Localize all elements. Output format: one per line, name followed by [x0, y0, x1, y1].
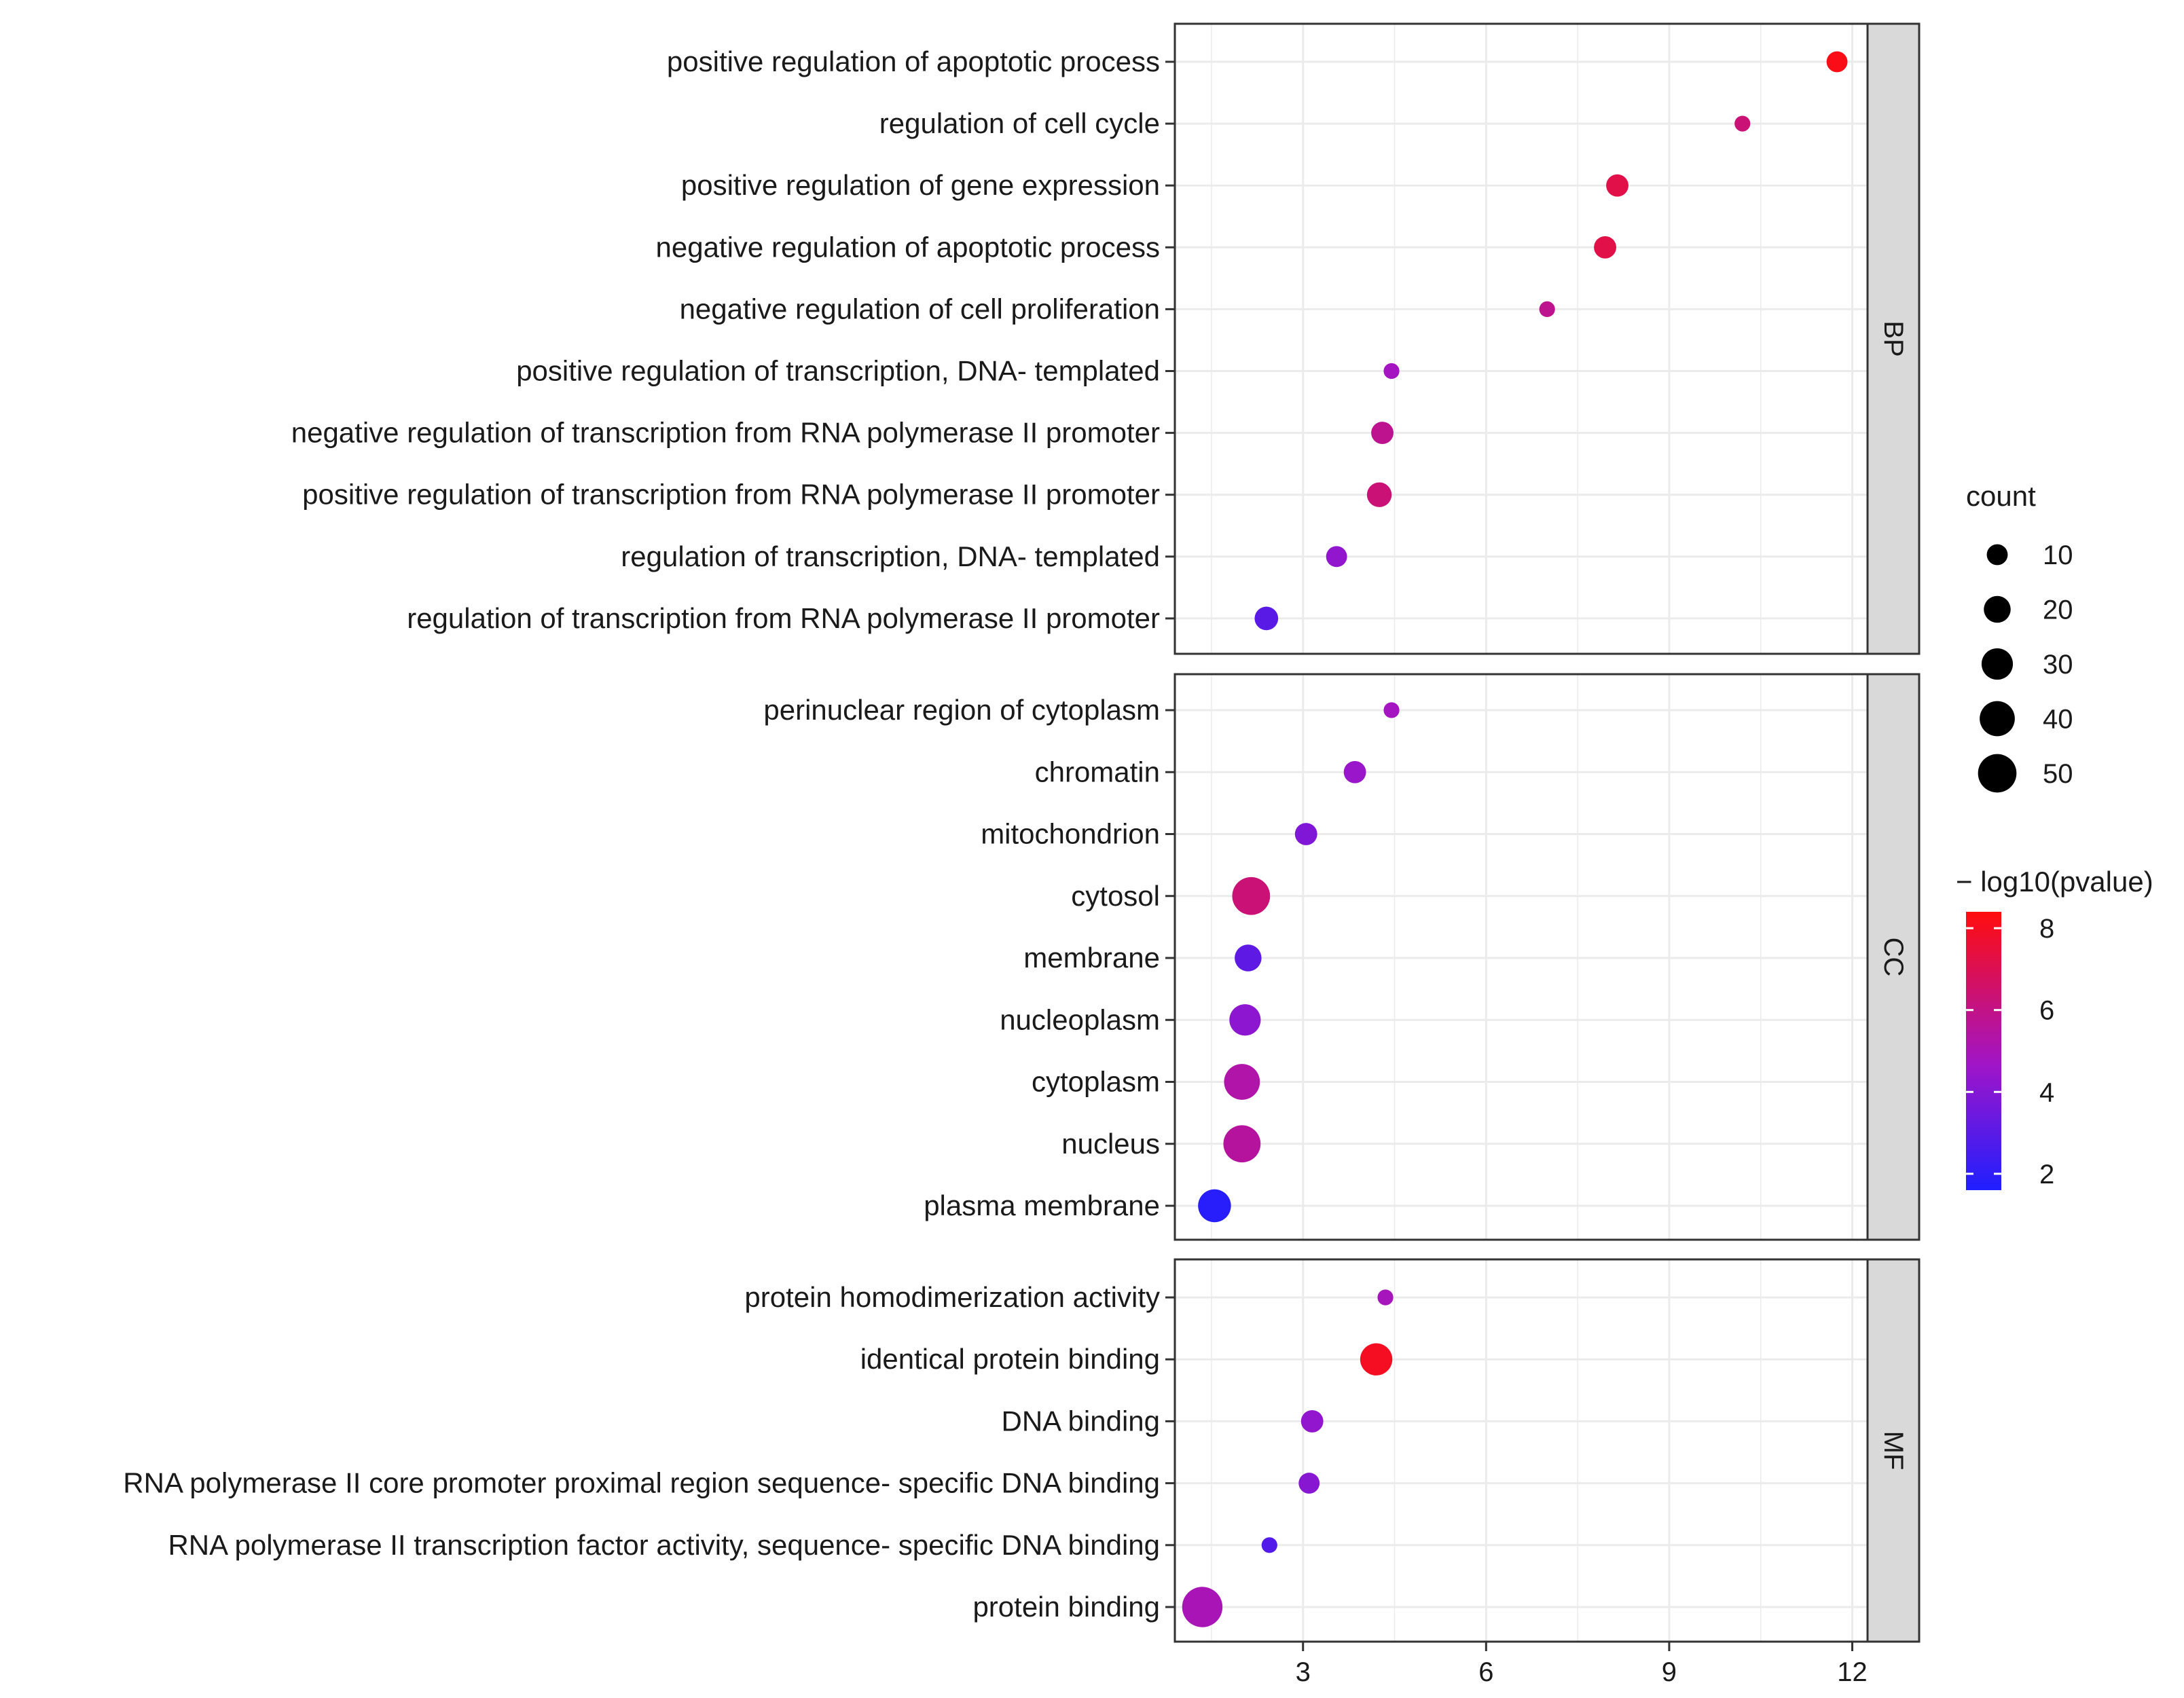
term-label: protein binding	[972, 1591, 1160, 1623]
enrichment-dot	[1232, 876, 1271, 915]
term-label: negative regulation of transcription fro…	[291, 417, 1160, 449]
enrichment-dot	[1360, 1343, 1393, 1376]
size-legend-dot	[1978, 754, 2017, 793]
enrichment-dot	[1366, 482, 1392, 507]
term-label: protein homodimerization activity	[744, 1281, 1160, 1313]
size-legend-dot	[1984, 595, 2011, 623]
term-label: membrane	[1023, 942, 1160, 974]
term-label: identical protein binding	[860, 1343, 1160, 1375]
legend: count 10 20 30 40 50 − log10(pvalue) 2 4 6 8	[1956, 480, 2153, 1190]
enrichment-dot	[1594, 236, 1616, 259]
enrichment-dot	[1261, 1537, 1277, 1553]
x-tick-label: 6	[1478, 1657, 1493, 1687]
term-label: nucleus	[1061, 1128, 1160, 1160]
enrichment-dot	[1229, 1004, 1261, 1036]
x-tick-label: 12	[1837, 1657, 1868, 1687]
enrichment-dot	[1326, 546, 1347, 568]
x-axis: 3 6 9 12	[1296, 1642, 1868, 1687]
enrichment-dot	[1539, 301, 1555, 317]
enrichment-dot	[1371, 422, 1394, 445]
panel-mf: protein homodimerization activity identic…	[123, 1258, 1921, 1643]
term-label: cytoplasm	[1032, 1066, 1160, 1098]
enrichment-dot	[1224, 1064, 1260, 1100]
facet-strip	[1866, 673, 1921, 1241]
panel-background	[1175, 24, 1868, 654]
color-legend-label: 6	[2039, 996, 2054, 1026]
enrichment-dot	[1300, 1409, 1324, 1433]
color-legend-label: 2	[2039, 1160, 2054, 1189]
term-label: RNA polymerase II transcription factor a…	[168, 1529, 1160, 1561]
enrichment-dot	[1606, 174, 1628, 197]
size-legend-dot	[1980, 701, 2015, 737]
size-legend-items: 10 20 30 40 50	[1978, 540, 2073, 793]
facet-strip-label: CC	[1878, 938, 1908, 977]
term-label: chromatin	[1035, 756, 1160, 788]
term-label: regulation of transcription from RNA pol…	[407, 602, 1160, 634]
color-legend-label: 4	[2039, 1077, 2054, 1107]
facet-panels: positive regulation of apoptotic process…	[123, 22, 1921, 1643]
term-label: regulation of transcription, DNA- templa…	[621, 540, 1160, 572]
enrichment-dot	[1343, 760, 1366, 783]
term-label: cytosol	[1071, 880, 1160, 912]
size-legend-label: 20	[2043, 595, 2073, 625]
size-legend-title: count	[1966, 480, 2036, 512]
enrichment-dot	[1198, 1189, 1231, 1223]
term-label: negative regulation of apoptotic process	[656, 231, 1161, 263]
enrichment-dot	[1294, 823, 1317, 845]
enrichment-dot	[1377, 1289, 1394, 1306]
enrichment-dot	[1383, 363, 1400, 380]
color-legend-bar	[1966, 912, 2001, 1190]
enrichment-dot	[1235, 944, 1262, 972]
panel-background	[1175, 1259, 1868, 1642]
term-label: perinuclear region of cytoplasm	[763, 694, 1160, 726]
color-legend-title: − log10(pvalue)	[1956, 866, 2153, 898]
size-legend-label: 30	[2043, 650, 2073, 680]
enrichment-dot	[1734, 115, 1751, 132]
term-label: positive regulation of apoptotic process	[667, 45, 1160, 77]
size-legend-dot	[1986, 544, 2008, 566]
panel-bp: positive regulation of apoptotic process…	[291, 22, 1921, 655]
term-label: positive regulation of transcription, DN…	[516, 355, 1160, 387]
size-legend-label: 40	[2043, 705, 2073, 735]
facet-strip	[1866, 1258, 1921, 1643]
color-legend-ticks: 2 4 6 8	[1966, 914, 2054, 1189]
enrichment-dot	[1298, 1473, 1320, 1494]
enrichment-dot	[1254, 606, 1279, 631]
size-legend-dot	[1981, 648, 2014, 680]
facet-strip	[1866, 22, 1921, 655]
term-label: positive regulation of transcription fro…	[302, 479, 1160, 511]
panel-cc: perinuclear region of cytoplasm chromatin…	[763, 673, 1921, 1241]
color-legend-label: 8	[2039, 914, 2054, 944]
term-label: mitochondrion	[981, 818, 1160, 850]
facet-strip-label: MF	[1878, 1431, 1908, 1471]
term-label: nucleoplasm	[1000, 1003, 1160, 1035]
enrichment-dot	[1383, 702, 1400, 718]
term-label: regulation of cell cycle	[879, 107, 1160, 139]
enrichment-dot	[1182, 1587, 1223, 1627]
enrichment-dot	[1826, 51, 1848, 73]
term-label: plasma membrane	[924, 1189, 1160, 1221]
term-label: positive regulation of gene expression	[681, 169, 1160, 201]
term-label: RNA polymerase II core promoter proximal…	[123, 1467, 1160, 1499]
enrichment-dot	[1223, 1125, 1261, 1163]
x-tick-label: 3	[1296, 1657, 1311, 1687]
facet-strip-label: BP	[1878, 320, 1908, 356]
size-legend-label: 10	[2043, 540, 2073, 570]
term-label: DNA binding	[1002, 1405, 1160, 1437]
x-tick-label: 9	[1662, 1657, 1677, 1687]
term-label: negative regulation of cell proliferatio…	[680, 293, 1160, 325]
size-legend-label: 50	[2043, 759, 2073, 789]
